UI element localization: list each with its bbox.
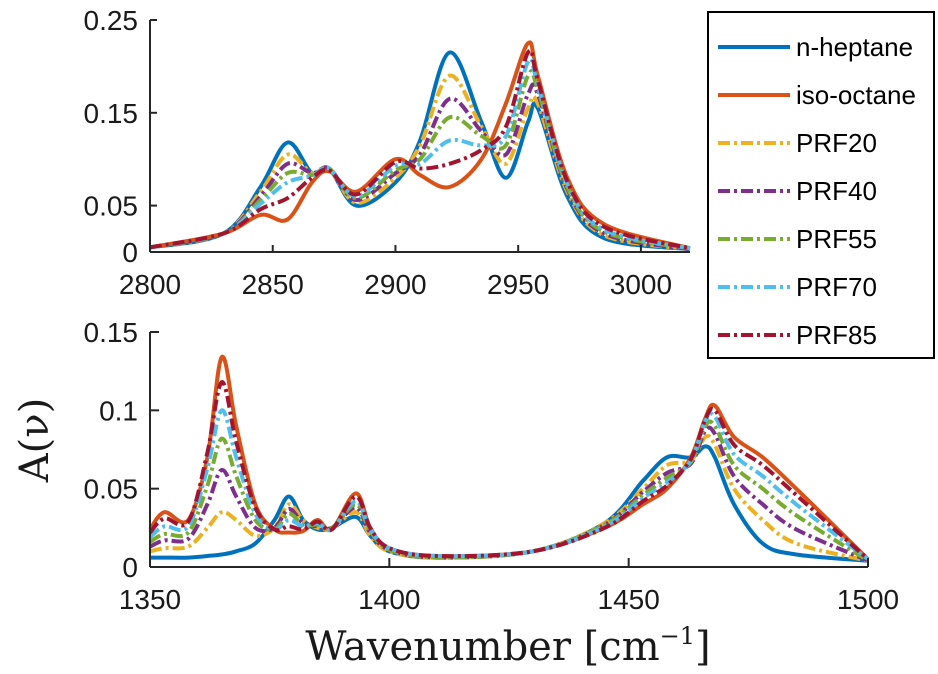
bottom-y-tick-label: 0.1 — [99, 395, 138, 426]
x-axis-title-main: Wavenumber [cm — [305, 624, 659, 670]
top-series-prf20 — [149, 73, 691, 252]
top-series-prf40 — [149, 82, 691, 252]
top-y-tick-label: 0 — [122, 237, 138, 268]
bottom-x-tick-label: 1450 — [598, 584, 660, 615]
bottom-series-prf20 — [149, 433, 869, 563]
bottom-x-tick-label: 1350 — [119, 584, 181, 615]
legend-label-prf40: PRF40 — [796, 176, 877, 206]
top-y-tick-label: 0.15 — [84, 98, 139, 129]
top-series-prf70 — [149, 56, 691, 251]
top-x-tick-label: 2950 — [487, 269, 549, 300]
bottom-series-prf85 — [148, 380, 870, 561]
x-axis-title-exponent: −1 — [660, 622, 695, 650]
top-plot-panel: 2800 2850 2900 2950 3000 0 0.05 0.15 0.25 — [84, 5, 691, 300]
top-x-tick-label: 3000 — [610, 269, 672, 300]
legend-label-iso-octane: iso-octane — [796, 80, 916, 110]
y-axis-title: A(ν) — [12, 398, 58, 483]
legend: n-heptane iso-octane PRF20 PRF40 PRF55 PRF70 P… — [707, 11, 935, 359]
top-series-prf55 — [149, 69, 691, 251]
x-axis-title-close: ] — [695, 624, 711, 670]
legend-label-prf20: PRF20 — [796, 128, 877, 158]
legend-box — [707, 11, 935, 359]
top-series-prf85 — [149, 48, 691, 251]
bottom-y-tick-label: 0.15 — [84, 317, 139, 348]
bottom-x-tick-label: 1400 — [358, 584, 420, 615]
legend-label-prf70: PRF70 — [796, 272, 877, 302]
legend-label-prf85: PRF85 — [796, 320, 877, 350]
bottom-x-tick-label: 1500 — [837, 584, 899, 615]
legend-label-prf55: PRF55 — [796, 224, 877, 254]
top-series-n-heptane — [149, 50, 691, 252]
top-y-tick-label: 0.25 — [84, 5, 139, 36]
top-x-tick-label: 2900 — [364, 269, 426, 300]
top-x-tick-label: 2800 — [119, 269, 181, 300]
top-x-tick-label: 2850 — [242, 269, 304, 300]
top-y-tick-label: 0.05 — [84, 191, 139, 222]
bottom-y-tick-label: 0.05 — [84, 474, 139, 505]
legend-label-n-heptane: n-heptane — [796, 32, 913, 62]
bottom-y-tick-label: 0 — [122, 552, 138, 583]
x-axis-title: Wavenumber [cm−1] — [305, 622, 710, 670]
bottom-series-prf70 — [148, 408, 870, 561]
bottom-series-prf40 — [149, 425, 869, 563]
bottom-plot-panel: 1350 1400 1450 1500 0 0.05 0.1 0.15 — [84, 317, 900, 615]
